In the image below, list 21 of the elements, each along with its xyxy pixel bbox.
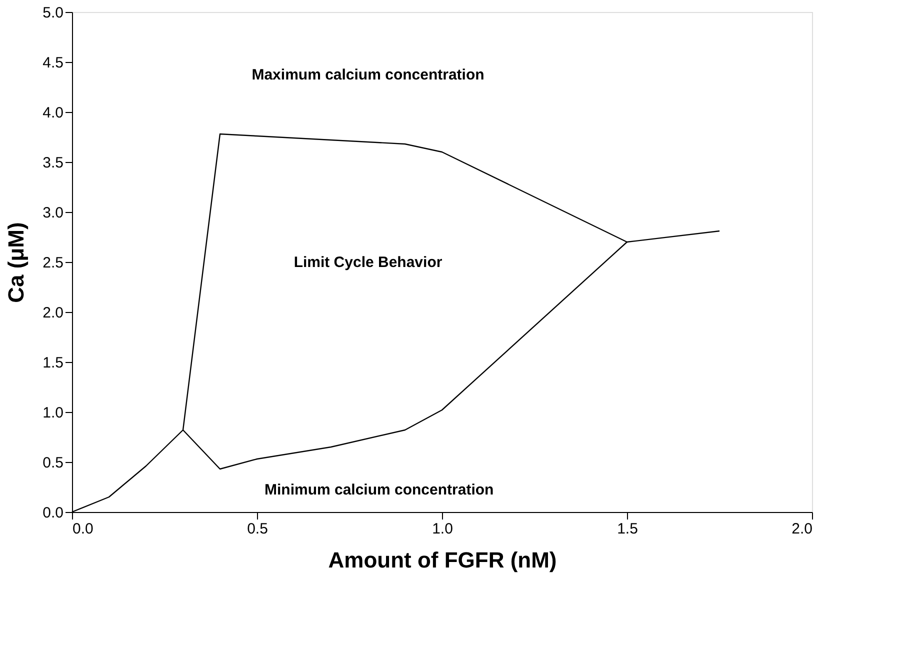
y-tick-label: 3.5 xyxy=(42,154,64,172)
y-tick-label: 2.0 xyxy=(42,304,64,322)
y-tick-label: 1.5 xyxy=(42,354,64,372)
y-tick-label: 5.0 xyxy=(42,4,64,22)
y-tick-label: 3.0 xyxy=(42,204,64,222)
annotation: Minimum calcium concentration xyxy=(264,482,494,498)
y-tick-label: 2.5 xyxy=(42,254,64,272)
annotation: Limit Cycle Behavior xyxy=(294,254,442,271)
x-tick-label: 1.0 xyxy=(432,520,453,538)
y-tick-label: 4.0 xyxy=(42,104,64,122)
annotation: Maximum calcium concentration xyxy=(252,66,484,84)
y-tick-label: 1.0 xyxy=(42,404,64,422)
x-tick-label: 0.5 xyxy=(247,520,268,538)
x-tick-label: 1.5 xyxy=(617,520,638,538)
x-tick-label: 0.0 xyxy=(72,520,94,538)
y-tick-label: 4.5 xyxy=(42,54,64,72)
x-tick-label: 2.0 xyxy=(792,520,812,538)
y-tick-label: 0.5 xyxy=(42,454,64,472)
x-axis-title: Amount of FGFR (nM) xyxy=(328,548,557,572)
y-axis-title: Ca (μM) xyxy=(4,222,29,303)
y-tick-label: 0.0 xyxy=(42,504,64,522)
